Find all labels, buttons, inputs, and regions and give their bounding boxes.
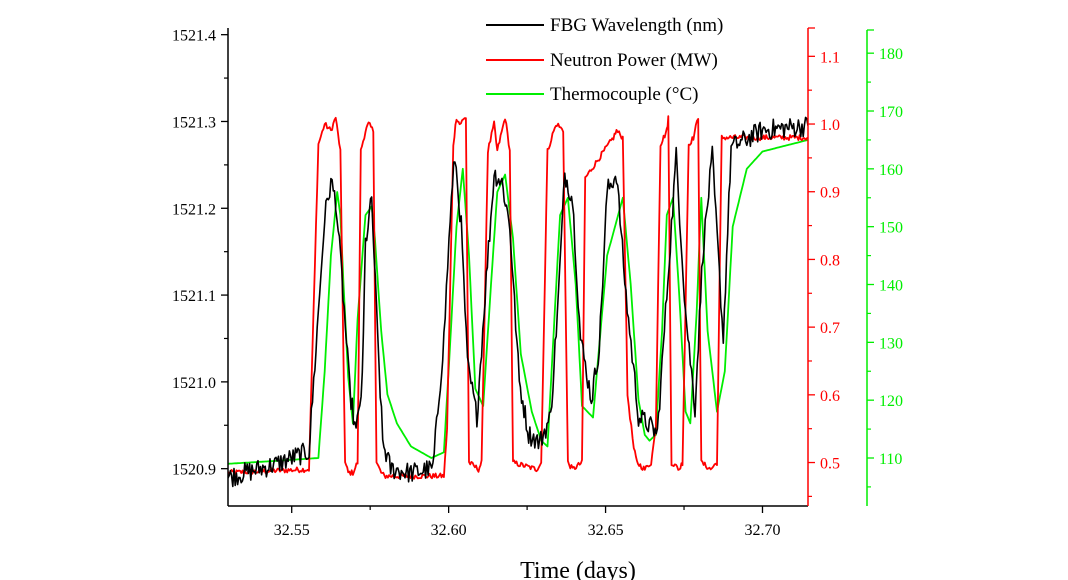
legend-item-thermocouple: Thermocouple (°C): [486, 84, 698, 105]
y-tick-label-left: 1521.1: [172, 288, 216, 305]
y-tick-label-right-green: 140: [879, 278, 903, 295]
y-tick-label-right-red: 0.5: [820, 456, 840, 473]
legend-item-neutron: Neutron Power (MW): [486, 50, 718, 71]
y-tick-label-right-green: 150: [879, 220, 903, 237]
legend: FBG Wavelength (nm) Neutron Power (MW) T…: [486, 15, 723, 105]
y-tick-label-right-green: 110: [879, 451, 902, 468]
y-tick-label-right-red: 0.6: [820, 388, 840, 405]
x-tick-label: 32.60: [431, 522, 467, 539]
y-tick-label-right-red: 1.0: [820, 117, 840, 134]
y-tick-label-right-green: 130: [879, 335, 903, 352]
legend-label-fbg: FBG Wavelength (nm): [550, 15, 723, 36]
legend-item-fbg: FBG Wavelength (nm): [486, 15, 723, 36]
y-tick-label-right-green: 170: [879, 104, 903, 121]
y-tick-label-left: 1521.0: [172, 375, 216, 392]
y-tick-label-right-green: 120: [879, 393, 903, 410]
x-tick-label: 32.65: [588, 522, 624, 539]
y-tick-label-right-red: 0.8: [820, 252, 840, 269]
series-line-fbg-wavelength: [228, 116, 808, 488]
y-tick-label-left: 1520.9: [172, 462, 216, 479]
x-axis-title: Time (days): [520, 558, 636, 580]
legend-label-thermocouple: Thermocouple (°C): [550, 84, 698, 105]
series-line-thermocouple: [228, 139, 808, 465]
y-tick-label-right-green: 160: [879, 162, 903, 179]
x-tick-label: 32.70: [744, 522, 780, 539]
series-layer: [228, 115, 808, 488]
y-tick-label-left: 1521.3: [172, 114, 216, 131]
y-tick-label-left: 1521.4: [172, 28, 216, 45]
y-tick-label-left: 1521.2: [172, 201, 216, 218]
y-tick-label-right-red: 0.7: [820, 320, 840, 337]
legend-label-neutron: Neutron Power (MW): [550, 50, 718, 71]
axes-layer: 32.55 32.60 32.65 32.70 1520.9 1521.0 1521.1 15…: [172, 27, 903, 539]
y-tick-label-right-red: 1.1: [820, 49, 840, 66]
y-tick-label-right-red: 0.9: [820, 185, 840, 202]
series-line-neutron-power: [228, 115, 808, 480]
y-tick-label-right-green: 180: [879, 46, 903, 63]
x-tick-label: 32.55: [274, 522, 310, 539]
